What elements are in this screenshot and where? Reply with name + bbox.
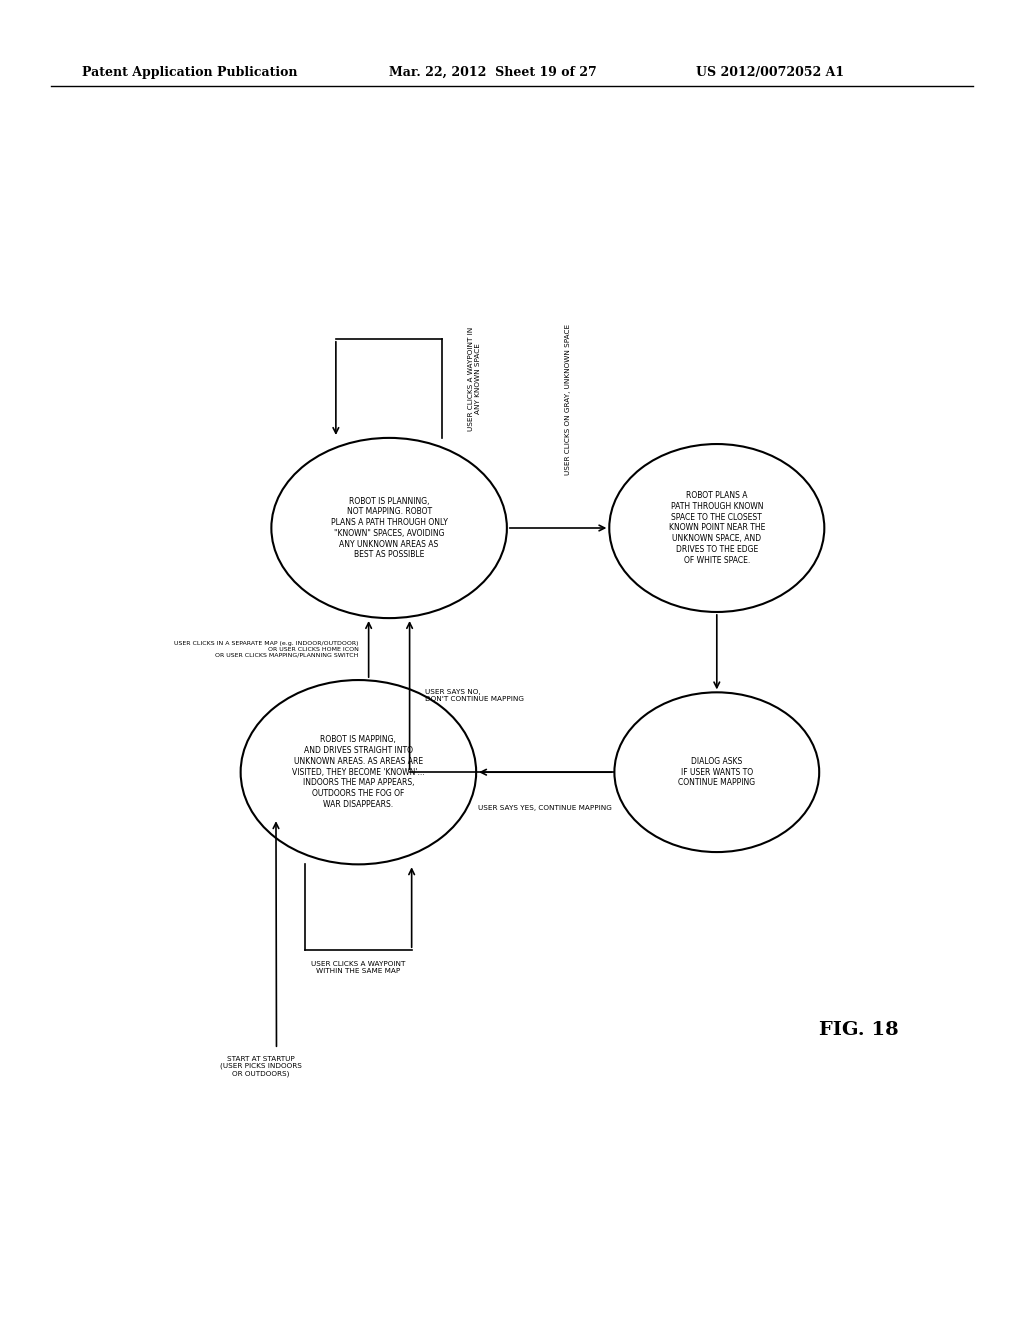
Text: US 2012/0072052 A1: US 2012/0072052 A1 [696, 66, 845, 79]
Text: USER CLICKS A WAYPOINT
WITHIN THE SAME MAP: USER CLICKS A WAYPOINT WITHIN THE SAME M… [311, 961, 406, 974]
Text: USER CLICKS IN A SEPARATE MAP (e.g. INDOOR/OUTDOOR)
OR USER CLICKS HOME ICON
OR : USER CLICKS IN A SEPARATE MAP (e.g. INDO… [174, 640, 358, 657]
Text: USER CLICKS A WAYPOINT IN
ANY KNOWN SPACE: USER CLICKS A WAYPOINT IN ANY KNOWN SPAC… [468, 326, 481, 430]
Text: USER SAYS YES, CONTINUE MAPPING: USER SAYS YES, CONTINUE MAPPING [478, 805, 612, 812]
Text: START AT STARTUP
(USER PICKS INDOORS
OR OUTDOORS): START AT STARTUP (USER PICKS INDOORS OR … [220, 1056, 302, 1077]
Text: USER CLICKS ON GRAY, UNKNOWN SPACE: USER CLICKS ON GRAY, UNKNOWN SPACE [565, 325, 571, 475]
Text: ROBOT IS PLANNING,
NOT MAPPING. ROBOT
PLANS A PATH THROUGH ONLY
"KNOWN" SPACES, : ROBOT IS PLANNING, NOT MAPPING. ROBOT PL… [331, 496, 447, 560]
Text: FIG. 18: FIG. 18 [819, 1020, 899, 1039]
Text: ROBOT IS MAPPING,
AND DRIVES STRAIGHT INTO
UNKNOWN AREAS. AS AREAS ARE
VISITED, : ROBOT IS MAPPING, AND DRIVES STRAIGHT IN… [292, 735, 425, 809]
Text: Patent Application Publication: Patent Application Publication [82, 66, 297, 79]
Text: DIALOG ASKS
IF USER WANTS TO
CONTINUE MAPPING: DIALOG ASKS IF USER WANTS TO CONTINUE MA… [678, 756, 756, 788]
Text: ROBOT PLANS A
PATH THROUGH KNOWN
SPACE TO THE CLOSEST
KNOWN POINT NEAR THE
UNKNO: ROBOT PLANS A PATH THROUGH KNOWN SPACE T… [669, 491, 765, 565]
Text: Mar. 22, 2012  Sheet 19 of 27: Mar. 22, 2012 Sheet 19 of 27 [389, 66, 597, 79]
Text: USER SAYS NO,
DON'T CONTINUE MAPPING: USER SAYS NO, DON'T CONTINUE MAPPING [425, 689, 524, 702]
